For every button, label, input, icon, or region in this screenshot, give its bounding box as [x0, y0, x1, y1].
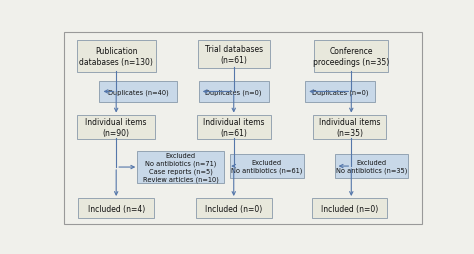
FancyBboxPatch shape — [100, 82, 177, 102]
Text: Individual items
(n=90): Individual items (n=90) — [85, 117, 147, 137]
FancyBboxPatch shape — [305, 82, 375, 102]
Text: Duplicates (n=40): Duplicates (n=40) — [108, 89, 169, 95]
FancyBboxPatch shape — [76, 41, 156, 73]
FancyBboxPatch shape — [314, 41, 388, 73]
FancyBboxPatch shape — [196, 199, 272, 218]
Text: Duplicates (n=0): Duplicates (n=0) — [312, 89, 368, 95]
FancyBboxPatch shape — [137, 152, 224, 183]
FancyBboxPatch shape — [199, 82, 269, 102]
Text: Individual items
(n=61): Individual items (n=61) — [203, 117, 264, 137]
Text: Excluded
No antibiotics (n=71)
Case reports (n=5)
Review articles (n=10): Excluded No antibiotics (n=71) Case repo… — [143, 153, 219, 182]
Text: Excluded
No antibiotics (n=35): Excluded No antibiotics (n=35) — [336, 160, 407, 173]
FancyBboxPatch shape — [311, 199, 387, 218]
Text: Conference
proceedings (n=35): Conference proceedings (n=35) — [313, 47, 390, 67]
FancyBboxPatch shape — [335, 155, 409, 178]
FancyBboxPatch shape — [78, 199, 154, 218]
Text: Trial databases
(n=61): Trial databases (n=61) — [205, 45, 263, 65]
Text: Included (n=0): Included (n=0) — [205, 204, 263, 213]
Text: Excluded
No antibiotics (n=61): Excluded No antibiotics (n=61) — [231, 160, 302, 173]
Text: Publication
databases (n=130): Publication databases (n=130) — [79, 47, 153, 67]
Text: Duplicates (n=0): Duplicates (n=0) — [206, 89, 262, 95]
FancyBboxPatch shape — [198, 41, 270, 69]
FancyBboxPatch shape — [230, 155, 304, 178]
FancyBboxPatch shape — [77, 116, 155, 139]
FancyBboxPatch shape — [312, 116, 386, 139]
Text: Included (n=4): Included (n=4) — [88, 204, 145, 213]
Text: Included (n=0): Included (n=0) — [321, 204, 378, 213]
FancyBboxPatch shape — [197, 116, 271, 139]
Text: Individual items
(n=35): Individual items (n=35) — [319, 117, 380, 137]
